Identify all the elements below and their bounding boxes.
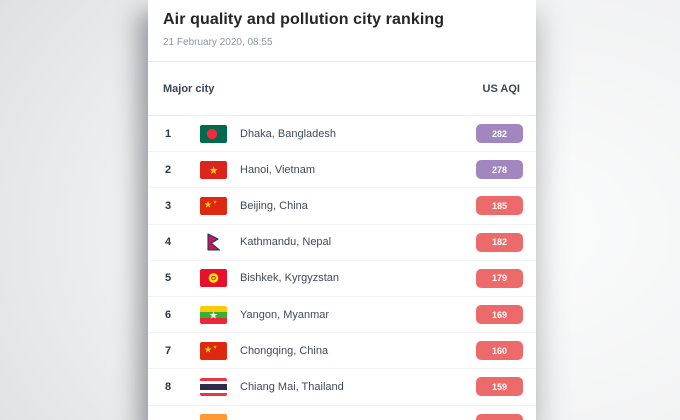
city-name: Dhaka, Bangladesh: [240, 127, 337, 140]
kyrgyzstan-flag-icon: [200, 269, 227, 288]
table-header: Major city US AQI: [148, 62, 536, 116]
city-name: Chongqing, China: [240, 344, 329, 357]
timestamp: 21 February 2020, 08:55: [163, 37, 273, 48]
rank-number: 2: [164, 163, 172, 176]
table-row[interactable]: 4 Kathmandu, Nepal 182: [148, 225, 536, 261]
aqi-badge: 169: [476, 305, 523, 325]
svg-text:★: ★: [209, 165, 219, 177]
aqi-badge: 160: [476, 341, 523, 361]
air-quality-ranking-card: Air quality and pollution city ranking 2…: [148, 0, 536, 420]
city-name: Kathmandu, Nepal: [240, 236, 332, 249]
india-flag-icon: [200, 414, 227, 420]
rank-number: 4: [164, 236, 172, 249]
table-row[interactable]: 2 ★ Hanoi, Vietnam 278: [148, 152, 536, 189]
myanmar-flag-icon: ★: [200, 305, 227, 324]
card-header: Air quality and pollution city ranking 2…: [148, 0, 536, 62]
city-name: Yangon, Myanmar: [240, 308, 330, 321]
aqi-badge: 159: [476, 377, 523, 397]
rank-number: 5: [164, 272, 172, 285]
bangladesh-flag-icon: [200, 124, 227, 143]
city-name: Hanoi, Vietnam: [240, 163, 316, 176]
vietnam-flag-icon: ★: [200, 160, 227, 179]
china-flag-icon: ★ ★: [200, 341, 227, 360]
china-flag-icon: ★ ★: [200, 196, 227, 215]
ranking-table: 1 Dhaka, Bangladesh 282 2 ★ Hanoi, Vietnam 278…: [148, 116, 536, 420]
aqi-badge: [476, 413, 523, 420]
svg-text:★: ★: [204, 199, 212, 209]
rank-number: 7: [164, 344, 172, 357]
nepal-flag-icon: [200, 233, 227, 252]
page-title: Air quality and pollution city ranking: [163, 11, 445, 28]
svg-text:★: ★: [213, 344, 218, 349]
aqi-badge: 282: [476, 124, 523, 144]
aqi-badge: 185: [476, 196, 523, 216]
rank-number: 6: [164, 308, 172, 321]
svg-text:★: ★: [209, 310, 218, 321]
table-row[interactable]: 7 ★ ★ Chongqing, China 160: [148, 333, 536, 370]
column-us-aqi: US AQI: [482, 82, 521, 95]
city-name: Beijing, China: [240, 199, 308, 212]
table-row-partial[interactable]: [148, 406, 536, 420]
table-row[interactable]: 8 Chiang Mai, Thailand 159: [148, 369, 536, 406]
table-row[interactable]: 6 ★ Yangon, Myanmar 169: [148, 297, 536, 334]
aqi-badge: 179: [476, 268, 523, 288]
thailand-flag-icon: [200, 377, 227, 396]
rank-number: 3: [164, 199, 172, 212]
table-row[interactable]: 1 Dhaka, Bangladesh 282: [148, 116, 536, 153]
city-name: Chiang Mai, Thailand: [240, 380, 344, 393]
column-major-city: Major city: [163, 82, 215, 95]
city-name: Bishkek, Kyrgyzstan: [240, 272, 340, 285]
table-row[interactable]: 5 Bishkek, Kyrgyzstan 179: [148, 261, 536, 297]
svg-text:★: ★: [213, 199, 218, 204]
rank-number: 8: [164, 380, 172, 393]
svg-text:★: ★: [204, 344, 212, 354]
rank-number: 1: [164, 127, 172, 140]
table-row[interactable]: 3 ★ ★ Beijing, China 185: [148, 188, 536, 225]
aqi-badge: 182: [476, 232, 523, 252]
aqi-badge: 278: [476, 160, 523, 180]
